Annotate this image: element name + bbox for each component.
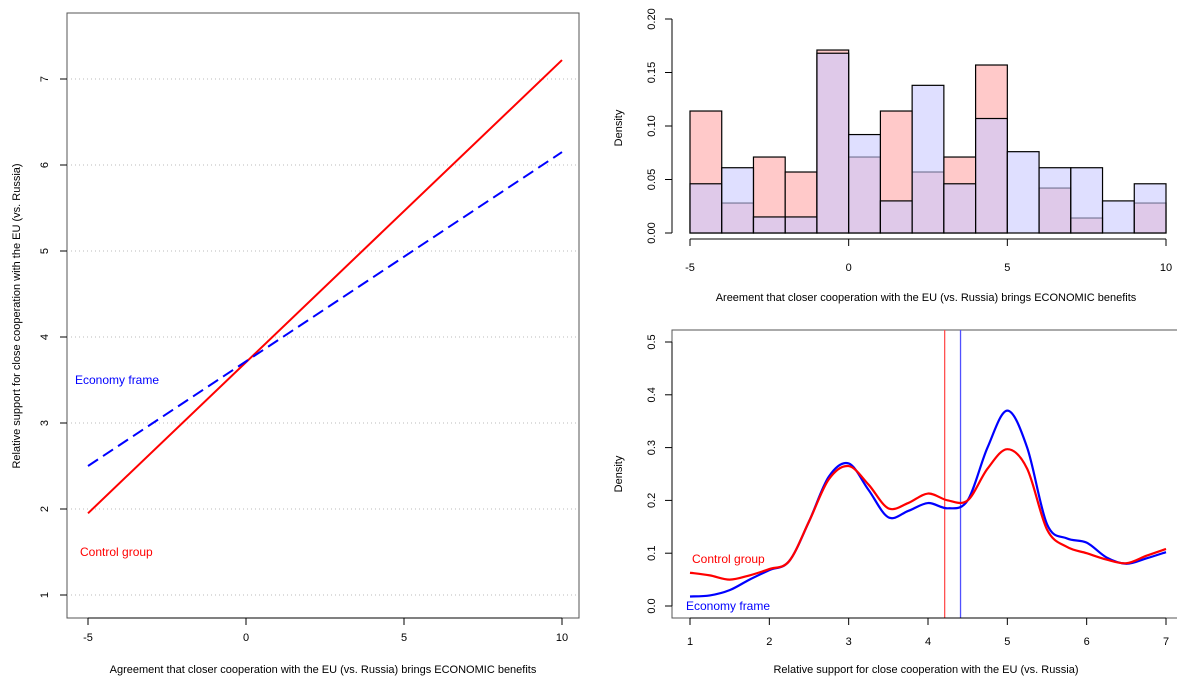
density-y-tick-label: 0.3 — [646, 440, 658, 455]
density-curve-economy-frame — [689, 409, 1167, 598]
histogram-y-tick-label: 0.20 — [646, 8, 658, 29]
left-x-tick-label: 10 — [556, 632, 568, 644]
density-x-tick-label: 3 — [846, 636, 852, 648]
left-x-tick-label: -5 — [83, 632, 93, 644]
left-x-tick-label: 5 — [401, 632, 407, 644]
histogram-bar-economy-frame — [752, 216, 786, 234]
histogram-x-tick-label: 0 — [846, 262, 852, 274]
density-x-axis-label: Relative support for close cooperation w… — [773, 664, 1078, 676]
histogram-y-axis-label: Density — [613, 109, 625, 146]
density-mean-lines — [944, 330, 962, 618]
left-line-control-group — [87, 59, 563, 515]
density-panel: 1 2 3 4 5 6 7 0.0 0.1 0.2 0.3 0.4 0.5 Relative supp… — [613, 329, 1177, 676]
density-y-axis-label: Density — [613, 455, 625, 492]
density-x-tick-label: 1 — [687, 636, 693, 648]
left-plot-frame — [66, 12, 580, 619]
histogram-y-axis: 0.00 0.05 0.10 0.15 0.20 — [646, 8, 673, 244]
density-annotation-control-group: Control group — [692, 552, 765, 566]
histogram-x-tick-label: 10 — [1160, 262, 1172, 274]
density-series — [689, 409, 1167, 598]
density-x-tick-label: 2 — [766, 636, 772, 648]
histogram-bar-economy-frame — [721, 167, 755, 234]
left-y-axis-label: Relative support for close cooperation w… — [11, 163, 23, 468]
histogram-bar-economy-frame — [1038, 167, 1072, 234]
histogram-panel: -5 0 5 10 0.00 0.05 0.10 0.15 0.20 Areement tha… — [613, 8, 1172, 304]
histogram-bar-economy-frame — [848, 133, 882, 234]
histogram-bar-economy-frame — [1101, 200, 1135, 234]
left-series — [87, 59, 563, 515]
left-annotation-control-group: Control group — [80, 545, 153, 559]
left-line-economy-frame — [87, 151, 563, 467]
histogram-x-axis-label: Areement that closer cooperation with th… — [716, 292, 1137, 304]
density-x-axis: 1 2 3 4 5 6 7 — [687, 617, 1169, 648]
left-y-tick-label: 2 — [39, 506, 51, 512]
histogram-bar-economy-frame — [911, 84, 945, 234]
left-x-axis-label: Agreement that closer cooperation with t… — [110, 664, 537, 676]
density-y-tick-label: 0.1 — [646, 546, 658, 561]
histogram-x-axis: -5 0 5 10 — [685, 238, 1172, 274]
histogram-bars — [689, 49, 1167, 234]
histogram-bar-economy-frame — [974, 117, 1008, 234]
density-x-tick-label: 6 — [1084, 636, 1090, 648]
left-y-tick-label: 7 — [39, 76, 51, 82]
left-y-axis: 1 2 3 4 5 6 7 — [39, 76, 67, 598]
left-y-tick-label: 5 — [39, 248, 51, 254]
density-x-tick-label: 4 — [925, 636, 931, 648]
density-y-tick-label: 0.0 — [646, 598, 658, 613]
histogram-bar-economy-frame — [1006, 151, 1040, 234]
left-x-tick-label: 0 — [243, 632, 249, 644]
histogram-y-tick-label: 0.05 — [646, 169, 658, 190]
left-y-tick-label: 1 — [39, 592, 51, 598]
left-y-tick-label: 6 — [39, 162, 51, 168]
histogram-x-tick-label: -5 — [685, 262, 695, 274]
left-y-tick-label: 3 — [39, 420, 51, 426]
left-gridlines — [67, 78, 579, 596]
density-y-tick-label: 0.4 — [646, 387, 658, 402]
histogram-bar-economy-frame — [689, 183, 723, 234]
histogram-bar-economy-frame — [879, 200, 913, 234]
left-x-axis: -5 0 5 10 — [83, 617, 568, 644]
histogram-y-tick-label: 0.10 — [646, 115, 658, 136]
histogram-bar-economy-frame — [816, 52, 850, 234]
density-y-tick-label: 0.2 — [646, 493, 658, 508]
left-panel: -5 0 5 10 1 2 3 4 5 6 7 Agreement that closer coo… — [11, 12, 580, 676]
histogram-bar-economy-frame — [784, 216, 818, 234]
histogram-bar-economy-frame — [1070, 167, 1104, 234]
density-y-tick-label: 0.5 — [646, 334, 658, 349]
density-curve-control-group — [689, 448, 1167, 581]
histogram-bar-economy-frame — [1133, 183, 1167, 234]
density-x-tick-label: 7 — [1163, 636, 1169, 648]
left-annotation-economy-frame: Economy frame — [75, 373, 159, 387]
density-annotation-economy-frame: Economy frame — [686, 599, 770, 613]
histogram-y-tick-label: 0.00 — [646, 222, 658, 243]
left-y-tick-label: 4 — [39, 334, 51, 340]
density-x-tick-label: 5 — [1004, 636, 1010, 648]
histogram-x-tick-label: 5 — [1004, 262, 1010, 274]
density-y-axis: 0.0 0.1 0.2 0.3 0.4 0.5 — [646, 334, 673, 614]
histogram-y-tick-label: 0.15 — [646, 62, 658, 83]
histogram-bar-economy-frame — [943, 183, 977, 234]
